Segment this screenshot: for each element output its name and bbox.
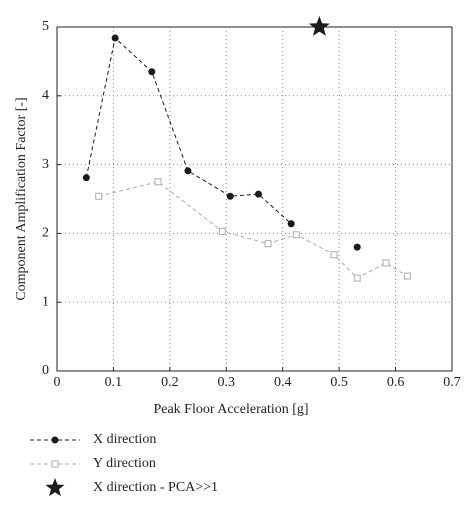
data-point <box>226 192 234 200</box>
data-point <box>264 240 272 248</box>
y-tick-label: 4 <box>42 88 49 103</box>
data-point <box>330 251 338 259</box>
y-tick-label: 5 <box>42 19 49 34</box>
y-tick-label: 0 <box>42 363 49 378</box>
x-tick-label: 0.2 <box>161 375 179 390</box>
data-point <box>95 192 103 200</box>
x-tick-label: 0.3 <box>218 375 236 390</box>
data-point <box>184 167 192 175</box>
data-point <box>353 274 361 282</box>
legend-marker <box>51 460 59 468</box>
data-point <box>287 220 295 228</box>
data-point <box>82 174 90 182</box>
data-point <box>403 272 411 280</box>
x-tick-label: 0.7 <box>443 375 461 390</box>
legend-marker <box>45 478 65 497</box>
series-line <box>98 181 408 279</box>
data-point <box>218 227 226 235</box>
data-point <box>308 16 330 36</box>
legend-marker <box>51 436 59 444</box>
plot-frame <box>56 26 453 372</box>
data-point <box>292 231 300 239</box>
data-point <box>254 190 262 198</box>
x-tick-label: 0 <box>54 375 61 390</box>
x-tick-label: 0.6 <box>387 375 405 390</box>
y-axis-label: Component Amplification Factor [-] <box>14 97 29 300</box>
x-tick-label: 0.4 <box>274 375 292 390</box>
x-tick-label: 0.1 <box>105 375 123 390</box>
legend-label: X direction - PCA>>1 <box>93 480 218 495</box>
data-point <box>353 243 361 251</box>
legend-label: Y direction <box>93 456 156 471</box>
data-point <box>148 68 156 76</box>
y-tick-label: 1 <box>42 294 49 309</box>
data-point <box>111 34 119 42</box>
x-tick-label: 0.5 <box>330 375 348 390</box>
series-line <box>86 38 357 247</box>
y-tick-label: 2 <box>42 226 49 241</box>
data-point <box>382 259 390 267</box>
data-point <box>154 178 162 186</box>
legend-label: X direction <box>93 432 156 447</box>
x-axis-label: Peak Floor Acceleration [g] <box>153 402 308 417</box>
y-tick-label: 3 <box>42 157 49 172</box>
